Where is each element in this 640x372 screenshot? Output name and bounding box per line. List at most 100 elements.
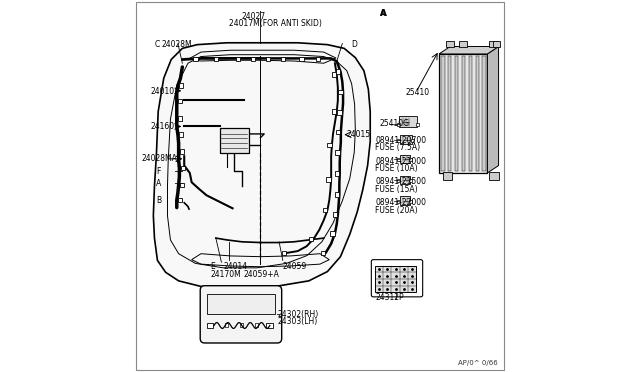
Bar — [399, 196, 410, 205]
Bar — [180, 166, 185, 170]
Bar — [411, 139, 413, 142]
Bar — [280, 57, 285, 61]
Bar — [489, 172, 499, 180]
Bar — [337, 110, 342, 115]
Bar — [327, 143, 332, 147]
Text: 24015: 24015 — [346, 130, 370, 139]
Text: A: A — [156, 179, 161, 188]
Bar — [333, 212, 337, 217]
Bar — [439, 54, 488, 173]
Bar — [397, 123, 399, 126]
Text: FUSE (20A): FUSE (20A) — [375, 206, 418, 215]
Text: 24302(RH): 24302(RH) — [277, 310, 319, 319]
Text: 24017M(FOR ANTI SKID): 24017M(FOR ANTI SKID) — [229, 19, 322, 28]
Text: 24010: 24010 — [151, 87, 175, 96]
Bar — [180, 183, 184, 187]
Bar — [299, 57, 303, 61]
Bar — [335, 150, 340, 155]
Polygon shape — [488, 46, 499, 173]
Bar — [399, 116, 417, 127]
Bar — [266, 57, 270, 61]
Bar — [225, 323, 228, 327]
Text: 24312P: 24312P — [375, 293, 404, 302]
Bar — [255, 323, 258, 327]
Text: A: A — [380, 9, 385, 18]
Bar — [266, 323, 273, 328]
Bar — [240, 323, 243, 327]
Bar — [476, 56, 479, 171]
Text: 08941-20700: 08941-20700 — [375, 136, 426, 145]
Bar — [443, 172, 452, 180]
Bar — [483, 56, 486, 171]
Bar — [178, 198, 182, 202]
Bar — [178, 116, 182, 121]
Polygon shape — [154, 43, 370, 287]
Bar — [220, 128, 250, 153]
Text: B: B — [156, 196, 161, 205]
Text: A: A — [380, 9, 387, 18]
Text: E: E — [211, 262, 215, 271]
Text: 25410G: 25410G — [380, 119, 410, 128]
Text: 08941-21000: 08941-21000 — [375, 157, 426, 166]
Bar — [397, 158, 401, 161]
Bar — [335, 192, 339, 197]
Text: 24014: 24014 — [223, 262, 248, 271]
Text: FUSE (10A): FUSE (10A) — [375, 164, 418, 173]
Bar — [332, 72, 337, 77]
Bar — [179, 132, 184, 137]
Bar — [335, 171, 339, 176]
Bar — [399, 176, 410, 184]
Text: FUSE (7.5A): FUSE (7.5A) — [375, 143, 420, 152]
Bar — [447, 41, 454, 47]
Bar — [330, 231, 335, 236]
Bar — [397, 139, 401, 142]
Bar — [214, 57, 218, 61]
Bar — [193, 57, 198, 61]
Text: C: C — [154, 40, 160, 49]
Text: 25410: 25410 — [406, 88, 429, 97]
Bar — [397, 179, 401, 182]
Text: F: F — [156, 167, 161, 176]
Text: 24028MA: 24028MA — [141, 154, 177, 163]
Polygon shape — [439, 46, 499, 54]
Bar — [455, 56, 458, 171]
Bar — [410, 158, 412, 161]
Bar — [332, 109, 337, 114]
Bar — [316, 57, 321, 61]
Bar — [375, 266, 416, 292]
Bar — [336, 130, 340, 134]
Text: 08941-22000: 08941-22000 — [375, 198, 426, 207]
Bar — [178, 99, 182, 103]
Text: 24059+A: 24059+A — [244, 270, 280, 279]
Bar — [397, 200, 401, 203]
FancyBboxPatch shape — [200, 286, 282, 343]
Bar — [321, 251, 325, 255]
Bar — [323, 208, 327, 212]
Bar — [468, 56, 472, 171]
Bar — [489, 41, 497, 47]
Text: D: D — [351, 40, 358, 49]
Bar — [207, 294, 275, 314]
Bar — [416, 123, 419, 126]
Bar — [461, 56, 465, 171]
Bar — [448, 56, 451, 171]
Bar — [207, 323, 213, 328]
Bar — [338, 90, 342, 94]
Bar — [493, 41, 500, 47]
Bar — [180, 149, 184, 154]
Bar — [399, 135, 412, 144]
Bar — [335, 69, 340, 74]
Text: 24028M: 24028M — [162, 40, 193, 49]
Bar — [410, 179, 412, 182]
Text: 24303(LH): 24303(LH) — [277, 317, 317, 326]
Bar — [251, 57, 255, 61]
Text: 24027: 24027 — [242, 12, 266, 21]
Bar — [460, 41, 467, 47]
Bar — [236, 57, 241, 61]
Text: 24170M: 24170M — [211, 270, 241, 279]
Bar — [410, 200, 412, 203]
Bar — [282, 251, 286, 255]
Bar — [179, 83, 184, 88]
Text: FUSE (15A): FUSE (15A) — [375, 185, 418, 194]
Bar — [309, 237, 314, 241]
